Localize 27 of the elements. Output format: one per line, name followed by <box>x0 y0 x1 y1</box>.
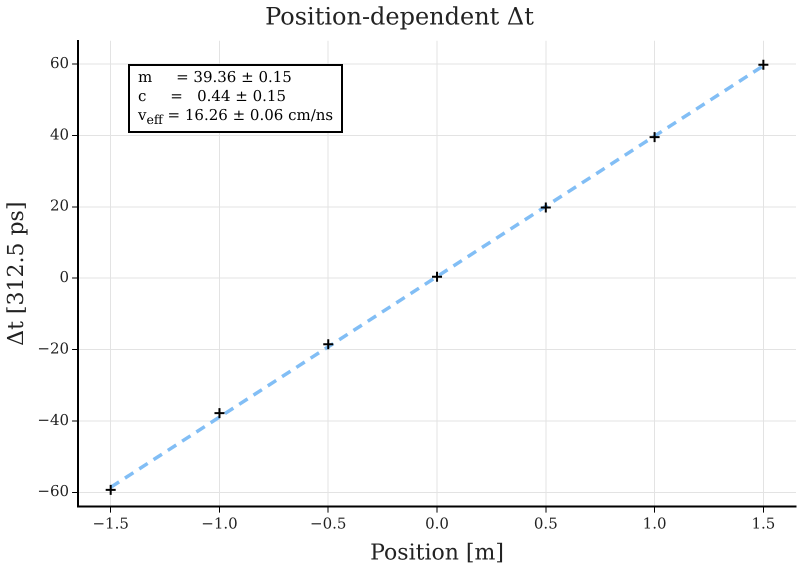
y-tick-label: −40 <box>37 410 70 429</box>
y-tick-label: −60 <box>37 482 70 500</box>
point <box>431 270 444 283</box>
y-tick-label: 40 <box>50 125 70 144</box>
x-tick-label: 1.0 <box>642 514 667 532</box>
y-tick-label: 20 <box>50 196 70 215</box>
x-axis-title: Position [m] <box>370 540 504 566</box>
point <box>648 131 661 144</box>
point <box>757 58 770 71</box>
x-tick-label: 1.5 <box>751 514 776 532</box>
x-tick-label: 0.5 <box>534 514 558 532</box>
chart-title: Position-dependent Δt <box>265 2 534 31</box>
y-tick-label: −20 <box>37 339 70 358</box>
point <box>213 407 226 420</box>
annotation: m = 39.36 ± 0.15 <box>138 68 292 86</box>
annotation: c = 0.44 ± 0.15 <box>138 87 286 105</box>
x-tick-label: −0.5 <box>310 514 346 532</box>
x-tick-label: 0.0 <box>425 514 449 532</box>
point <box>322 338 334 350</box>
point <box>540 201 552 214</box>
x-tick-label: −1.5 <box>92 514 129 532</box>
annotation: v$_{eff}$ = 16.26 ± 0.06 cm/ns <box>138 106 334 127</box>
y-tick-label: 60 <box>50 54 70 72</box>
y-axis-title: Δt [312.5 ps] <box>4 202 29 346</box>
y-tick-label: 0 <box>60 268 70 286</box>
point <box>104 484 117 496</box>
x-tick-label: −1.0 <box>201 514 238 532</box>
